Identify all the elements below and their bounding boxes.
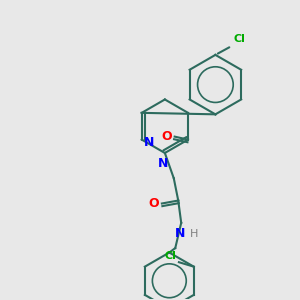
Text: H: H	[190, 230, 198, 239]
Text: N: N	[175, 227, 185, 240]
Text: N: N	[158, 158, 169, 170]
Text: Cl: Cl	[233, 34, 245, 44]
Text: Cl: Cl	[164, 251, 176, 261]
Text: O: O	[148, 197, 159, 210]
Text: O: O	[161, 130, 172, 143]
Text: N: N	[144, 136, 154, 149]
